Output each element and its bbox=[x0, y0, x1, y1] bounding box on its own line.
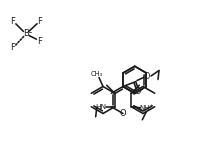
Text: NH⁺: NH⁺ bbox=[139, 105, 153, 111]
Text: O: O bbox=[144, 72, 150, 81]
Text: O: O bbox=[120, 109, 126, 118]
Text: F: F bbox=[11, 16, 15, 25]
Text: F: F bbox=[38, 36, 42, 46]
Text: F: F bbox=[11, 43, 15, 52]
Text: HN: HN bbox=[95, 104, 106, 110]
Text: B: B bbox=[23, 30, 29, 38]
Text: −: − bbox=[28, 29, 32, 34]
Text: O: O bbox=[135, 87, 141, 96]
Text: CH₃: CH₃ bbox=[91, 70, 103, 76]
Text: F: F bbox=[38, 16, 42, 25]
